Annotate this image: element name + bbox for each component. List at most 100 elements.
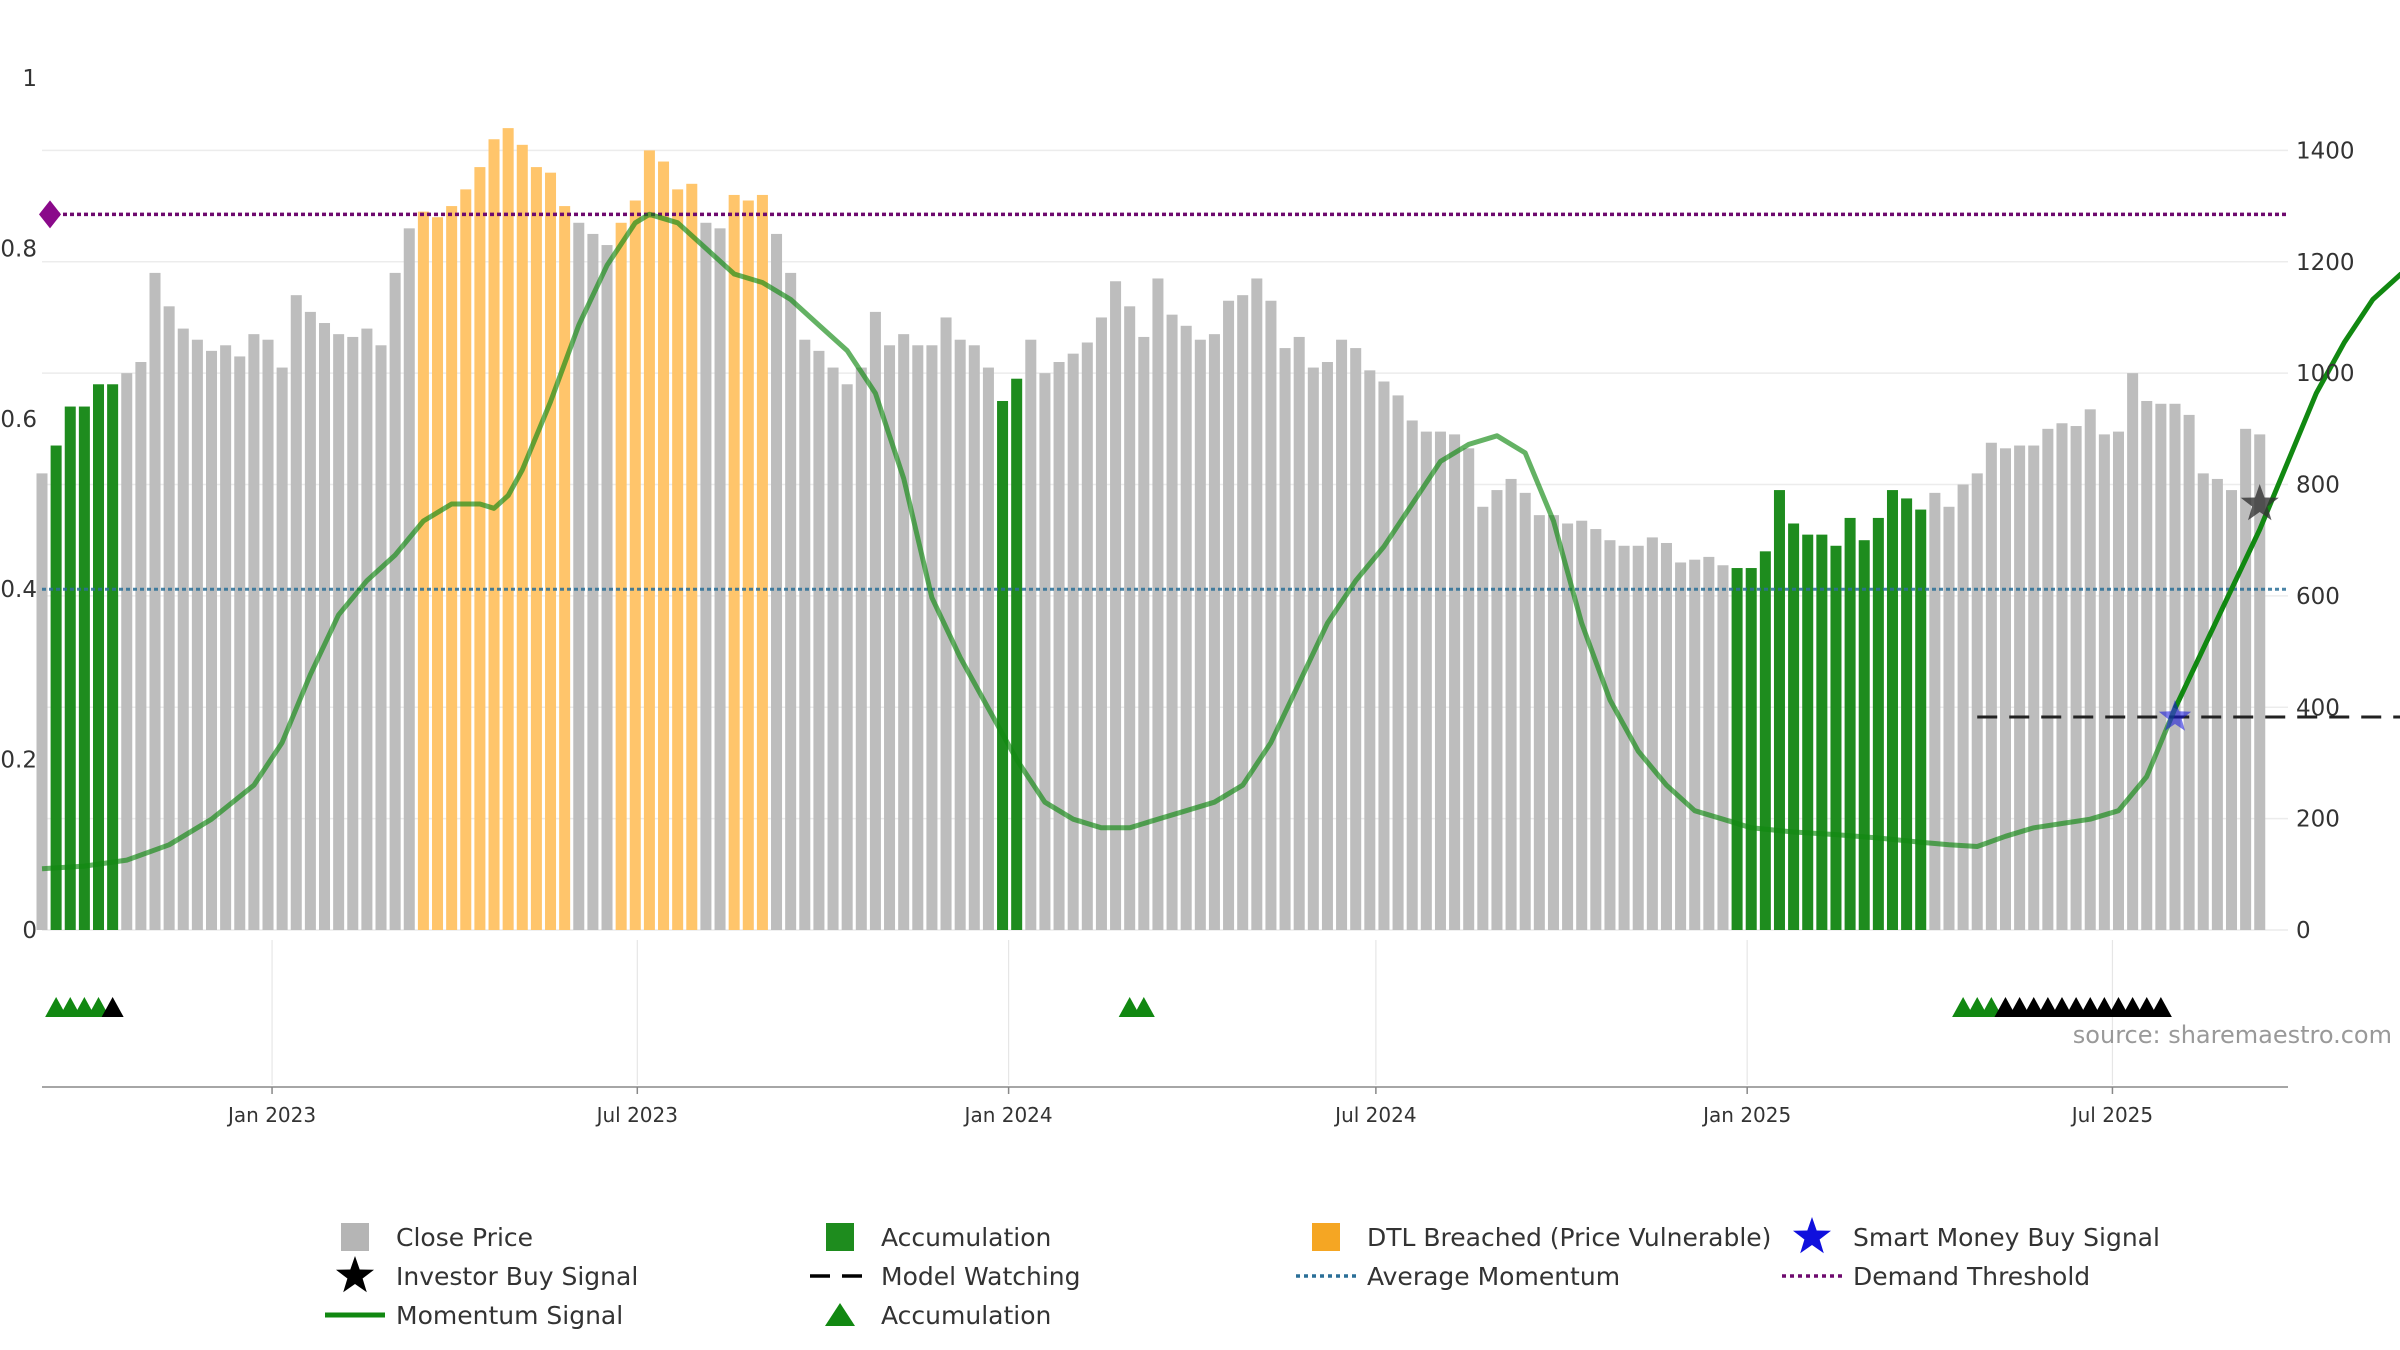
price-bar xyxy=(1449,434,1461,930)
price-bar xyxy=(1364,370,1376,931)
legend-label: Demand Threshold xyxy=(1853,1262,2090,1291)
price-bar xyxy=(1717,565,1729,930)
price-bar xyxy=(756,194,768,931)
price-bar xyxy=(1971,473,1983,930)
price-bar xyxy=(2112,431,2124,930)
accumulation-triangle xyxy=(1118,997,1141,1017)
price-bar xyxy=(997,400,1009,931)
left-tick-label: 0.4 xyxy=(0,577,37,603)
price-bar xyxy=(290,295,302,930)
price-bar xyxy=(2028,445,2040,930)
legend: Close Price Investor Buy Signal Momentum S… xyxy=(325,1217,2160,1330)
x-tick-label: Jul 2024 xyxy=(1333,1103,1416,1127)
price-bar xyxy=(785,272,797,930)
price-bar xyxy=(1067,353,1079,930)
x-tick-label: Jan 2025 xyxy=(1701,1103,1791,1127)
legend-item: DTL Breached (Price Vulnerable) xyxy=(1312,1223,1771,1252)
black-triangle xyxy=(2135,997,2158,1017)
price-bar xyxy=(1463,448,1475,930)
price-bar xyxy=(1689,559,1701,930)
legend-item: Accumulation xyxy=(826,1223,1051,1252)
price-bar xyxy=(1138,336,1150,930)
price-bar xyxy=(1929,492,1941,930)
price-bar xyxy=(1406,420,1418,930)
price-bar xyxy=(1039,373,1051,930)
legend-item: Model Watching xyxy=(810,1262,1081,1291)
legend-item: Investor Buy Signal xyxy=(336,1256,638,1293)
price-bar xyxy=(135,362,147,930)
price-bar xyxy=(1279,348,1291,930)
price-bar xyxy=(1025,339,1037,931)
price-bar xyxy=(1999,448,2011,930)
price-bar xyxy=(78,406,90,930)
axes: Jan 2023 Jul 2023 Jan 2024 Jul 2024 Jan 2025… xyxy=(0,66,2354,1127)
price-bar xyxy=(2169,403,2181,930)
price-bar xyxy=(1194,339,1206,931)
price-bar xyxy=(813,350,825,930)
price-bar xyxy=(1802,534,1814,930)
price-bar xyxy=(1703,556,1715,930)
price-bar xyxy=(714,228,726,931)
accumulation-triangle xyxy=(45,997,68,1017)
legend-item: Momentum Signal xyxy=(325,1301,623,1330)
momentum-line-faded xyxy=(41,211,2178,872)
price-bar xyxy=(1576,520,1588,930)
x-tick-label: Jan 2024 xyxy=(963,1103,1053,1127)
price-bar xyxy=(2070,426,2082,930)
price-bar xyxy=(2141,400,2153,931)
price-bar xyxy=(1618,545,1630,930)
price-bar xyxy=(1180,325,1192,930)
price-bar xyxy=(262,339,274,931)
right-tick-label: 0 xyxy=(2296,918,2311,944)
price-bar xyxy=(361,328,373,930)
price-bar xyxy=(1844,517,1856,930)
price-bar xyxy=(1660,542,1672,930)
legend-label: Smart Money Buy Signal xyxy=(1853,1223,2160,1252)
black-triangle xyxy=(2050,997,2073,1017)
price-bar xyxy=(1759,551,1771,930)
right-tick-label: 600 xyxy=(2296,584,2340,610)
price-bar xyxy=(1731,568,1743,930)
price-bar xyxy=(1745,568,1757,930)
price-bar xyxy=(1321,362,1333,930)
left-tick-label: 1 xyxy=(22,66,37,92)
price-bar xyxy=(248,334,260,930)
smart-money-star xyxy=(2158,700,2192,731)
accumulation-triangle xyxy=(87,997,110,1017)
price-bar xyxy=(643,150,655,930)
price-bar xyxy=(855,367,867,931)
price-bar xyxy=(545,172,557,930)
right-tick-label: 1400 xyxy=(2296,138,2355,164)
price-bar xyxy=(1646,537,1658,930)
black-triangle xyxy=(2121,997,2144,1017)
price-bar xyxy=(2197,473,2209,930)
x-tick-label: Jan 2023 xyxy=(226,1103,316,1127)
price-bar xyxy=(347,336,359,930)
price-bar xyxy=(2056,423,2068,930)
price-bar xyxy=(1293,336,1305,930)
price-bar xyxy=(2155,403,2167,930)
price-bar xyxy=(1124,306,1136,930)
price-bar xyxy=(276,367,288,931)
price-bar xyxy=(672,189,684,930)
legend-label: Close Price xyxy=(396,1223,533,1252)
legend-item: Average Momentum xyxy=(1296,1262,1620,1291)
price-bar xyxy=(658,161,670,930)
price-bar xyxy=(1095,317,1107,930)
price-bar xyxy=(573,222,585,931)
price-bar xyxy=(1434,431,1446,930)
price-bar xyxy=(1491,490,1503,930)
price-bar xyxy=(827,367,839,931)
price-bar xyxy=(1788,523,1800,930)
black-triangle xyxy=(2036,997,2059,1017)
legend-label: Average Momentum xyxy=(1367,1262,1620,1291)
price-bar xyxy=(1590,529,1602,930)
black-triangle xyxy=(2079,997,2102,1017)
price-bar xyxy=(2127,373,2139,930)
price-bar xyxy=(2240,428,2252,930)
price-bar xyxy=(502,128,514,930)
left-tick-label: 0.6 xyxy=(0,407,37,433)
legend-label: Accumulation xyxy=(881,1223,1051,1252)
black-triangle xyxy=(2008,997,2031,1017)
momentum-line xyxy=(2172,271,2400,710)
